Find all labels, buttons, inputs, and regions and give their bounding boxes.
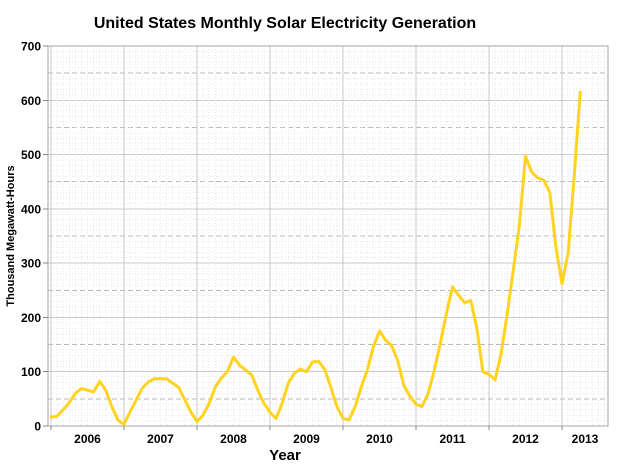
x-axis-label: Year — [269, 447, 301, 464]
y-tick-label: 300 — [21, 257, 41, 271]
x-tick-label: 2008 — [220, 432, 247, 446]
y-tick-label: 200 — [21, 311, 41, 325]
chart-title: United States Monthly Solar Electricity … — [94, 15, 476, 32]
x-tick-label: 2009 — [293, 432, 320, 446]
plot-border — [47, 45, 609, 427]
x-tick-label: 2012 — [512, 432, 539, 446]
tick-layer: 0 100 200 300 400 500 600 700 2006 2007 2008 2009 20… — [21, 40, 599, 447]
series-layer — [49, 90, 582, 426]
grid-layer — [47, 45, 609, 427]
x-tick-label: 2007 — [147, 432, 174, 446]
y-axis-label: Thousand Megawatt-Hours — [5, 165, 17, 306]
y-tick-label: 100 — [21, 365, 41, 379]
y-tick-label: 600 — [21, 94, 41, 108]
x-tick-label: 2013 — [572, 432, 599, 446]
x-tick-label: 2010 — [366, 432, 393, 446]
y-tick-label: 500 — [21, 148, 41, 162]
x-tick-label: 2006 — [74, 432, 101, 446]
solar-generation-line — [49, 90, 582, 426]
y-tick-label: 400 — [21, 202, 41, 216]
y-tick-label: 700 — [21, 40, 41, 54]
y-tick-label: 0 — [34, 420, 41, 434]
x-tick-label: 2011 — [439, 432, 465, 446]
